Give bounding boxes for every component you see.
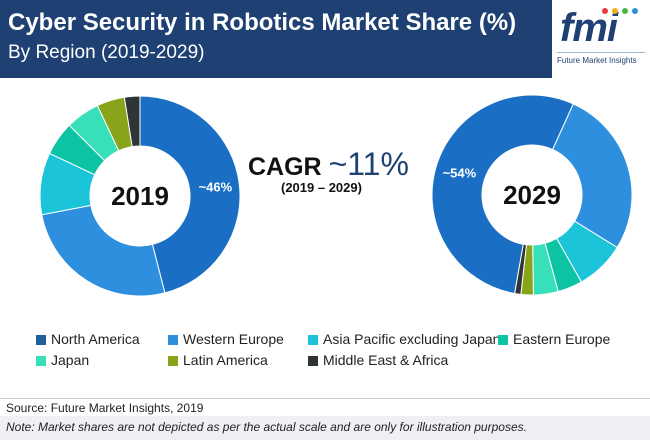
cagr-label: CAGR ~11% xyxy=(248,146,409,183)
legend-swatch xyxy=(308,335,318,345)
data-label: ~54% xyxy=(443,166,477,181)
legend-label: Western Europe xyxy=(183,331,284,347)
logo: fmi Future Market Insights xyxy=(552,0,650,78)
source-text: Source: Future Market Insights, 2019 xyxy=(6,401,204,415)
cagr-prefix: CAGR xyxy=(248,153,329,181)
logo-caption: Future Market Insights xyxy=(557,56,637,65)
cagr-value: ~11% xyxy=(328,146,409,182)
legend-item: Eastern Europe xyxy=(498,331,610,347)
legend-swatch xyxy=(168,356,178,366)
legend-swatch xyxy=(498,335,508,345)
legend-swatch xyxy=(168,335,178,345)
legend-label: Middle East & Africa xyxy=(323,352,449,368)
slice-north-america xyxy=(139,95,241,294)
legend-label: Latin America xyxy=(183,352,268,368)
cagr-range: (2019 – 2029) xyxy=(281,180,362,195)
legend-swatch xyxy=(36,356,46,366)
legend-label: Japan xyxy=(51,352,90,368)
logo-dot-icon xyxy=(632,8,638,14)
legend-swatch xyxy=(36,335,46,345)
logo-dot-icon xyxy=(622,8,628,14)
legend-item: Japan xyxy=(36,352,89,368)
legend-label: Eastern Europe xyxy=(513,331,611,347)
legend-item: Middle East & Africa xyxy=(308,352,448,368)
source-block: Source: Future Market Insights, 2019 xyxy=(0,398,650,415)
slice-western-europe xyxy=(551,103,633,249)
logo-dot-icon xyxy=(612,8,618,14)
note-block: Note: Market shares are not depicted as … xyxy=(0,416,650,440)
logo-divider xyxy=(557,52,645,53)
logo-dot-icon xyxy=(602,8,608,14)
legend-item: North America xyxy=(36,331,140,347)
note-text: Note: Market shares are not depicted as … xyxy=(6,420,527,434)
donut-charts: ~46% 2019 ~54% 2029 xyxy=(39,94,633,297)
logo-text: fmi xyxy=(560,6,618,50)
legend-label: North America xyxy=(51,331,140,347)
slice-middle-east-africa xyxy=(123,95,141,148)
center-label: 2029 xyxy=(503,180,561,210)
slice-middle-east-africa xyxy=(514,243,527,295)
slice-north-america xyxy=(431,94,574,295)
legend-label: Asia Pacific excluding Japan xyxy=(323,331,501,347)
legend-item: Western Europe xyxy=(168,331,284,347)
data-label: ~46% xyxy=(199,179,233,194)
header-banner: Cyber Security in Robotics Market Share … xyxy=(0,0,650,78)
slice-western-europe xyxy=(41,204,166,297)
legend-item: Asia Pacific excluding Japan xyxy=(308,331,500,347)
chart-subtitle: By Region (2019-2029) xyxy=(8,42,205,63)
chart-title: Cyber Security in Robotics Market Share … xyxy=(8,9,517,36)
legend-item: Latin America xyxy=(168,352,268,368)
center-label: 2019 xyxy=(111,181,169,211)
legend-swatch xyxy=(308,356,318,366)
